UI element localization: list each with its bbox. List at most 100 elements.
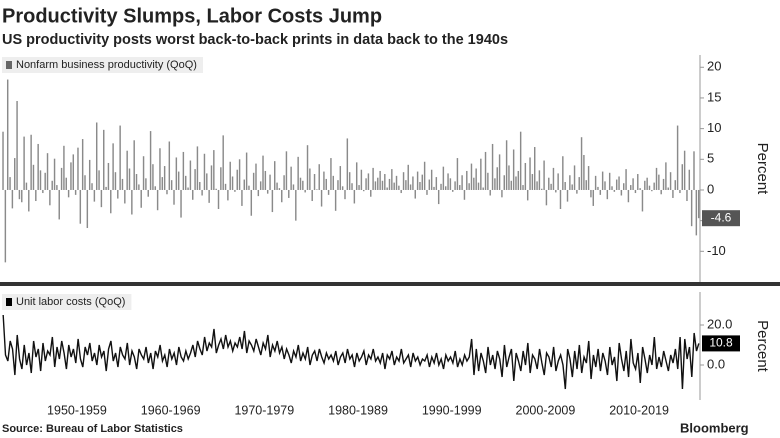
bar [625, 169, 627, 190]
y-tick-label: 0.0 [707, 356, 725, 371]
bar [217, 189, 220, 209]
bar [215, 188, 217, 190]
y-tick-label: 15 [707, 89, 721, 104]
bar [580, 137, 583, 190]
bar [63, 145, 65, 190]
bar [505, 140, 508, 190]
bar [252, 172, 255, 190]
bar [449, 178, 452, 190]
bar [245, 152, 248, 190]
bar [370, 189, 372, 197]
bar [545, 189, 548, 206]
bar [374, 181, 377, 190]
bar [365, 178, 367, 190]
bar [615, 179, 618, 190]
bar [346, 138, 349, 190]
bar [592, 189, 594, 206]
bar [384, 174, 386, 190]
bar [402, 172, 405, 190]
bar [278, 188, 281, 190]
bar [669, 172, 672, 190]
bar [531, 174, 534, 190]
bar [559, 189, 562, 209]
bar [39, 170, 42, 190]
bar [674, 180, 676, 190]
y-tick-label: 20.0 [707, 316, 732, 331]
bar [58, 189, 60, 220]
bar [152, 164, 154, 190]
bar [639, 188, 641, 190]
bar [566, 189, 569, 202]
bar [630, 185, 632, 190]
bar [81, 139, 84, 190]
bar [330, 158, 332, 190]
bar [35, 189, 37, 202]
bar [95, 122, 98, 190]
bar [529, 157, 531, 190]
bar [264, 170, 267, 190]
bar [419, 181, 421, 190]
bar [608, 172, 611, 190]
y-tick-label: 20 [707, 59, 721, 74]
bar [405, 180, 407, 190]
bar [274, 161, 276, 190]
bar [360, 169, 363, 190]
bar [93, 189, 96, 202]
bar [149, 131, 152, 190]
bar [250, 189, 253, 216]
bar [297, 156, 299, 190]
x-tick-label: 2010-2019 [609, 403, 669, 417]
bar [634, 189, 637, 194]
bar [512, 149, 515, 190]
bar [597, 186, 599, 190]
bar [398, 185, 400, 190]
bar [564, 181, 566, 190]
bar [295, 189, 297, 221]
bar [552, 167, 555, 190]
bar [206, 173, 208, 190]
bar [395, 175, 398, 190]
bar [147, 189, 149, 197]
y-tick-label: 10 [707, 120, 721, 135]
bar [693, 151, 695, 190]
bar [695, 189, 698, 236]
bar [435, 177, 438, 190]
bar [550, 183, 552, 190]
bar [16, 101, 18, 190]
bar [447, 173, 449, 190]
bar [51, 180, 53, 190]
bar [658, 174, 660, 190]
bar [121, 178, 124, 190]
bar [660, 189, 662, 195]
bar [313, 174, 316, 190]
bar [175, 157, 178, 190]
bar [44, 172, 46, 190]
bar [65, 177, 67, 190]
bar [381, 180, 384, 190]
bar [430, 169, 433, 190]
bar [257, 189, 260, 197]
bar [70, 162, 72, 190]
bar [25, 182, 28, 190]
bar [353, 189, 356, 204]
x-tick-label: 1980-1989 [328, 403, 388, 417]
bar [91, 183, 93, 190]
y-tick-label: -10 [707, 243, 726, 258]
bar [203, 153, 206, 190]
x-tick-label: 2000-2009 [516, 403, 576, 417]
bar [334, 189, 337, 211]
bar [562, 156, 564, 190]
bar [288, 189, 290, 198]
bar [555, 189, 557, 193]
bar [259, 181, 262, 190]
bar [372, 167, 374, 190]
bar [386, 187, 388, 190]
legend-label: Unit labor costs (QoQ) [16, 296, 125, 308]
bar [325, 178, 327, 190]
bar [477, 182, 480, 190]
bar [124, 189, 126, 204]
bar [646, 177, 648, 190]
bar [594, 175, 597, 190]
bar [510, 180, 513, 190]
bar [117, 189, 119, 199]
